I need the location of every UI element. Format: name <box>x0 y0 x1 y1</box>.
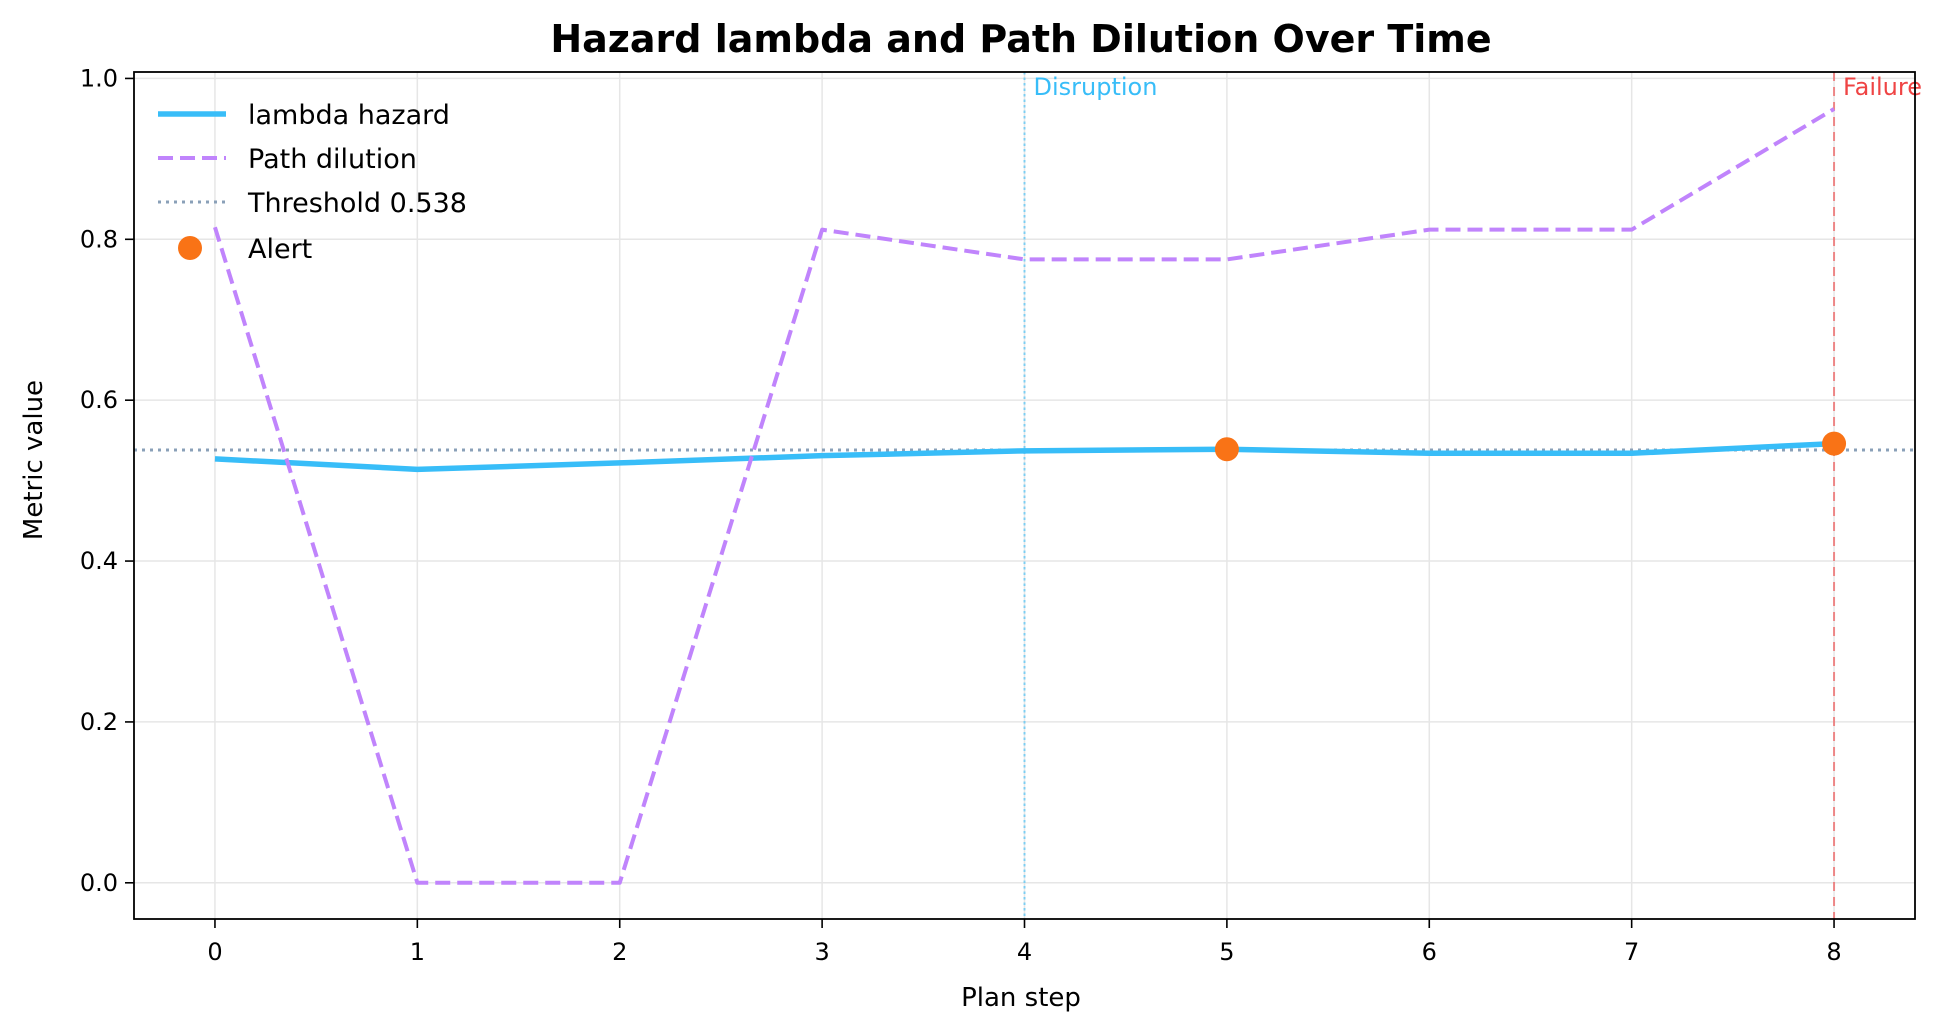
series <box>134 107 1915 885</box>
legend-label-3: Alert <box>248 234 312 265</box>
alert-marker <box>1822 431 1847 456</box>
x-tick-label: 2 <box>612 938 627 966</box>
alert-marker <box>1214 437 1239 462</box>
y-tick-label: 0.6 <box>80 386 118 414</box>
series-line-1 <box>213 107 1836 885</box>
y-axis-title: Metric value <box>19 380 49 540</box>
x-tick-label: 5 <box>1219 938 1234 966</box>
x-tick-label: 4 <box>1017 938 1032 966</box>
y-tick-label: 0.0 <box>80 869 118 897</box>
x-axis-title: Plan step <box>961 983 1081 1013</box>
y-tick-label: 1.0 <box>80 64 118 92</box>
legend-label-0: lambda hazard <box>248 100 450 131</box>
x-tick-label: 3 <box>814 938 829 966</box>
legend-label-2: Threshold 0.538 <box>247 188 467 219</box>
x-tick-label: 1 <box>410 938 425 966</box>
chart-title: Hazard lambda and Path Dilution Over Tim… <box>550 17 1491 61</box>
legend-marker-alert <box>178 236 202 260</box>
x-tick-label: 8 <box>1826 938 1841 966</box>
legend-label-1: Path dilution <box>248 144 417 175</box>
y-tick-label: 0.2 <box>80 708 118 736</box>
x-tick-label: 7 <box>1624 938 1639 966</box>
annotations: Disruption Failure <box>1023 72 1922 919</box>
series-line-0 <box>214 440 1835 473</box>
x-tick-label: 0 <box>207 938 222 966</box>
y-tick-label: 0.8 <box>80 225 118 253</box>
y-tick-label: 0.4 <box>80 547 118 575</box>
legend: lambda hazard Path dilution Threshold 0.53… <box>158 100 467 265</box>
annotation-label-failure: Failure <box>1843 73 1922 101</box>
annotation-label-disruption: Disruption <box>1034 73 1158 101</box>
x-tick-label: 6 <box>1422 938 1437 966</box>
axes: 0 1 2 3 4 5 6 7 8 0.0 0.2 0.4 0.6 0.8 1.0 <box>80 64 1842 966</box>
